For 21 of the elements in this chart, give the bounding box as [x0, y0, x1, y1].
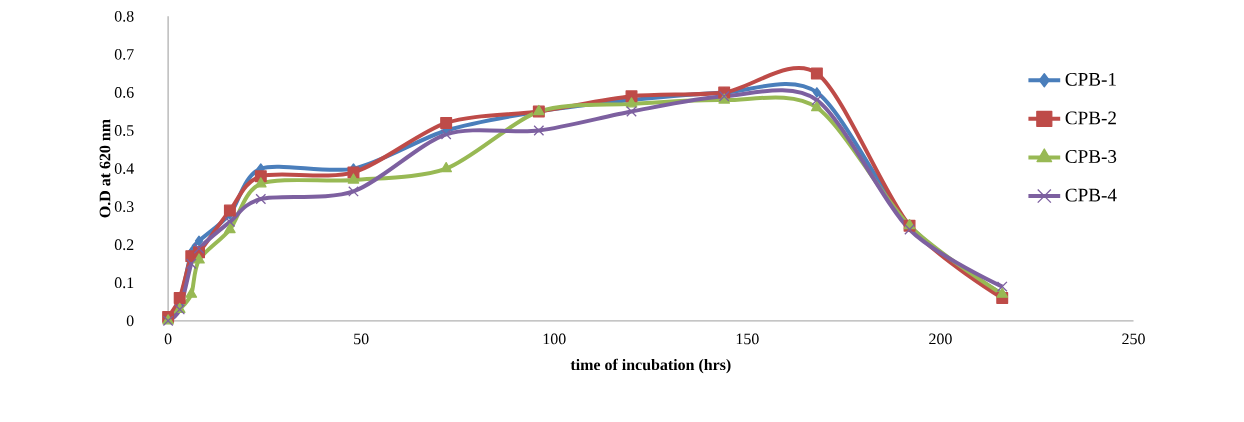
y-tick-label: 0.6 — [114, 87, 134, 99]
y-tick-label: 0.1 — [114, 277, 134, 289]
legend-label: CPB-2 — [1065, 111, 1116, 125]
x-tick-label: 100 — [543, 333, 566, 345]
x-axis-title: time of incubation (hrs) — [570, 358, 731, 374]
legend-label: CPB-3 — [1065, 150, 1117, 164]
y-tick-label: 0.3 — [114, 201, 134, 213]
x-tick-label: 0 — [164, 333, 172, 345]
x-tick-label: 150 — [736, 333, 759, 345]
y-tick-label: 0.8 — [114, 11, 134, 22]
legend-label: CPB-4 — [1065, 188, 1117, 202]
y-tick-label: 0 — [126, 315, 134, 327]
y-tick-label: 0.4 — [114, 163, 134, 175]
x-tick-label: 50 — [354, 333, 369, 345]
x-tick-label: 250 — [1122, 333, 1145, 345]
y-tick-label: 0.2 — [114, 239, 134, 251]
y-axis-title: O.D at 620 nm — [99, 119, 111, 218]
y-tick-label: 0.5 — [114, 125, 134, 137]
x-tick-label: 200 — [929, 333, 952, 345]
y-tick-label: 0.7 — [114, 49, 134, 60]
legend-label: CPB-1 — [1065, 73, 1116, 86]
